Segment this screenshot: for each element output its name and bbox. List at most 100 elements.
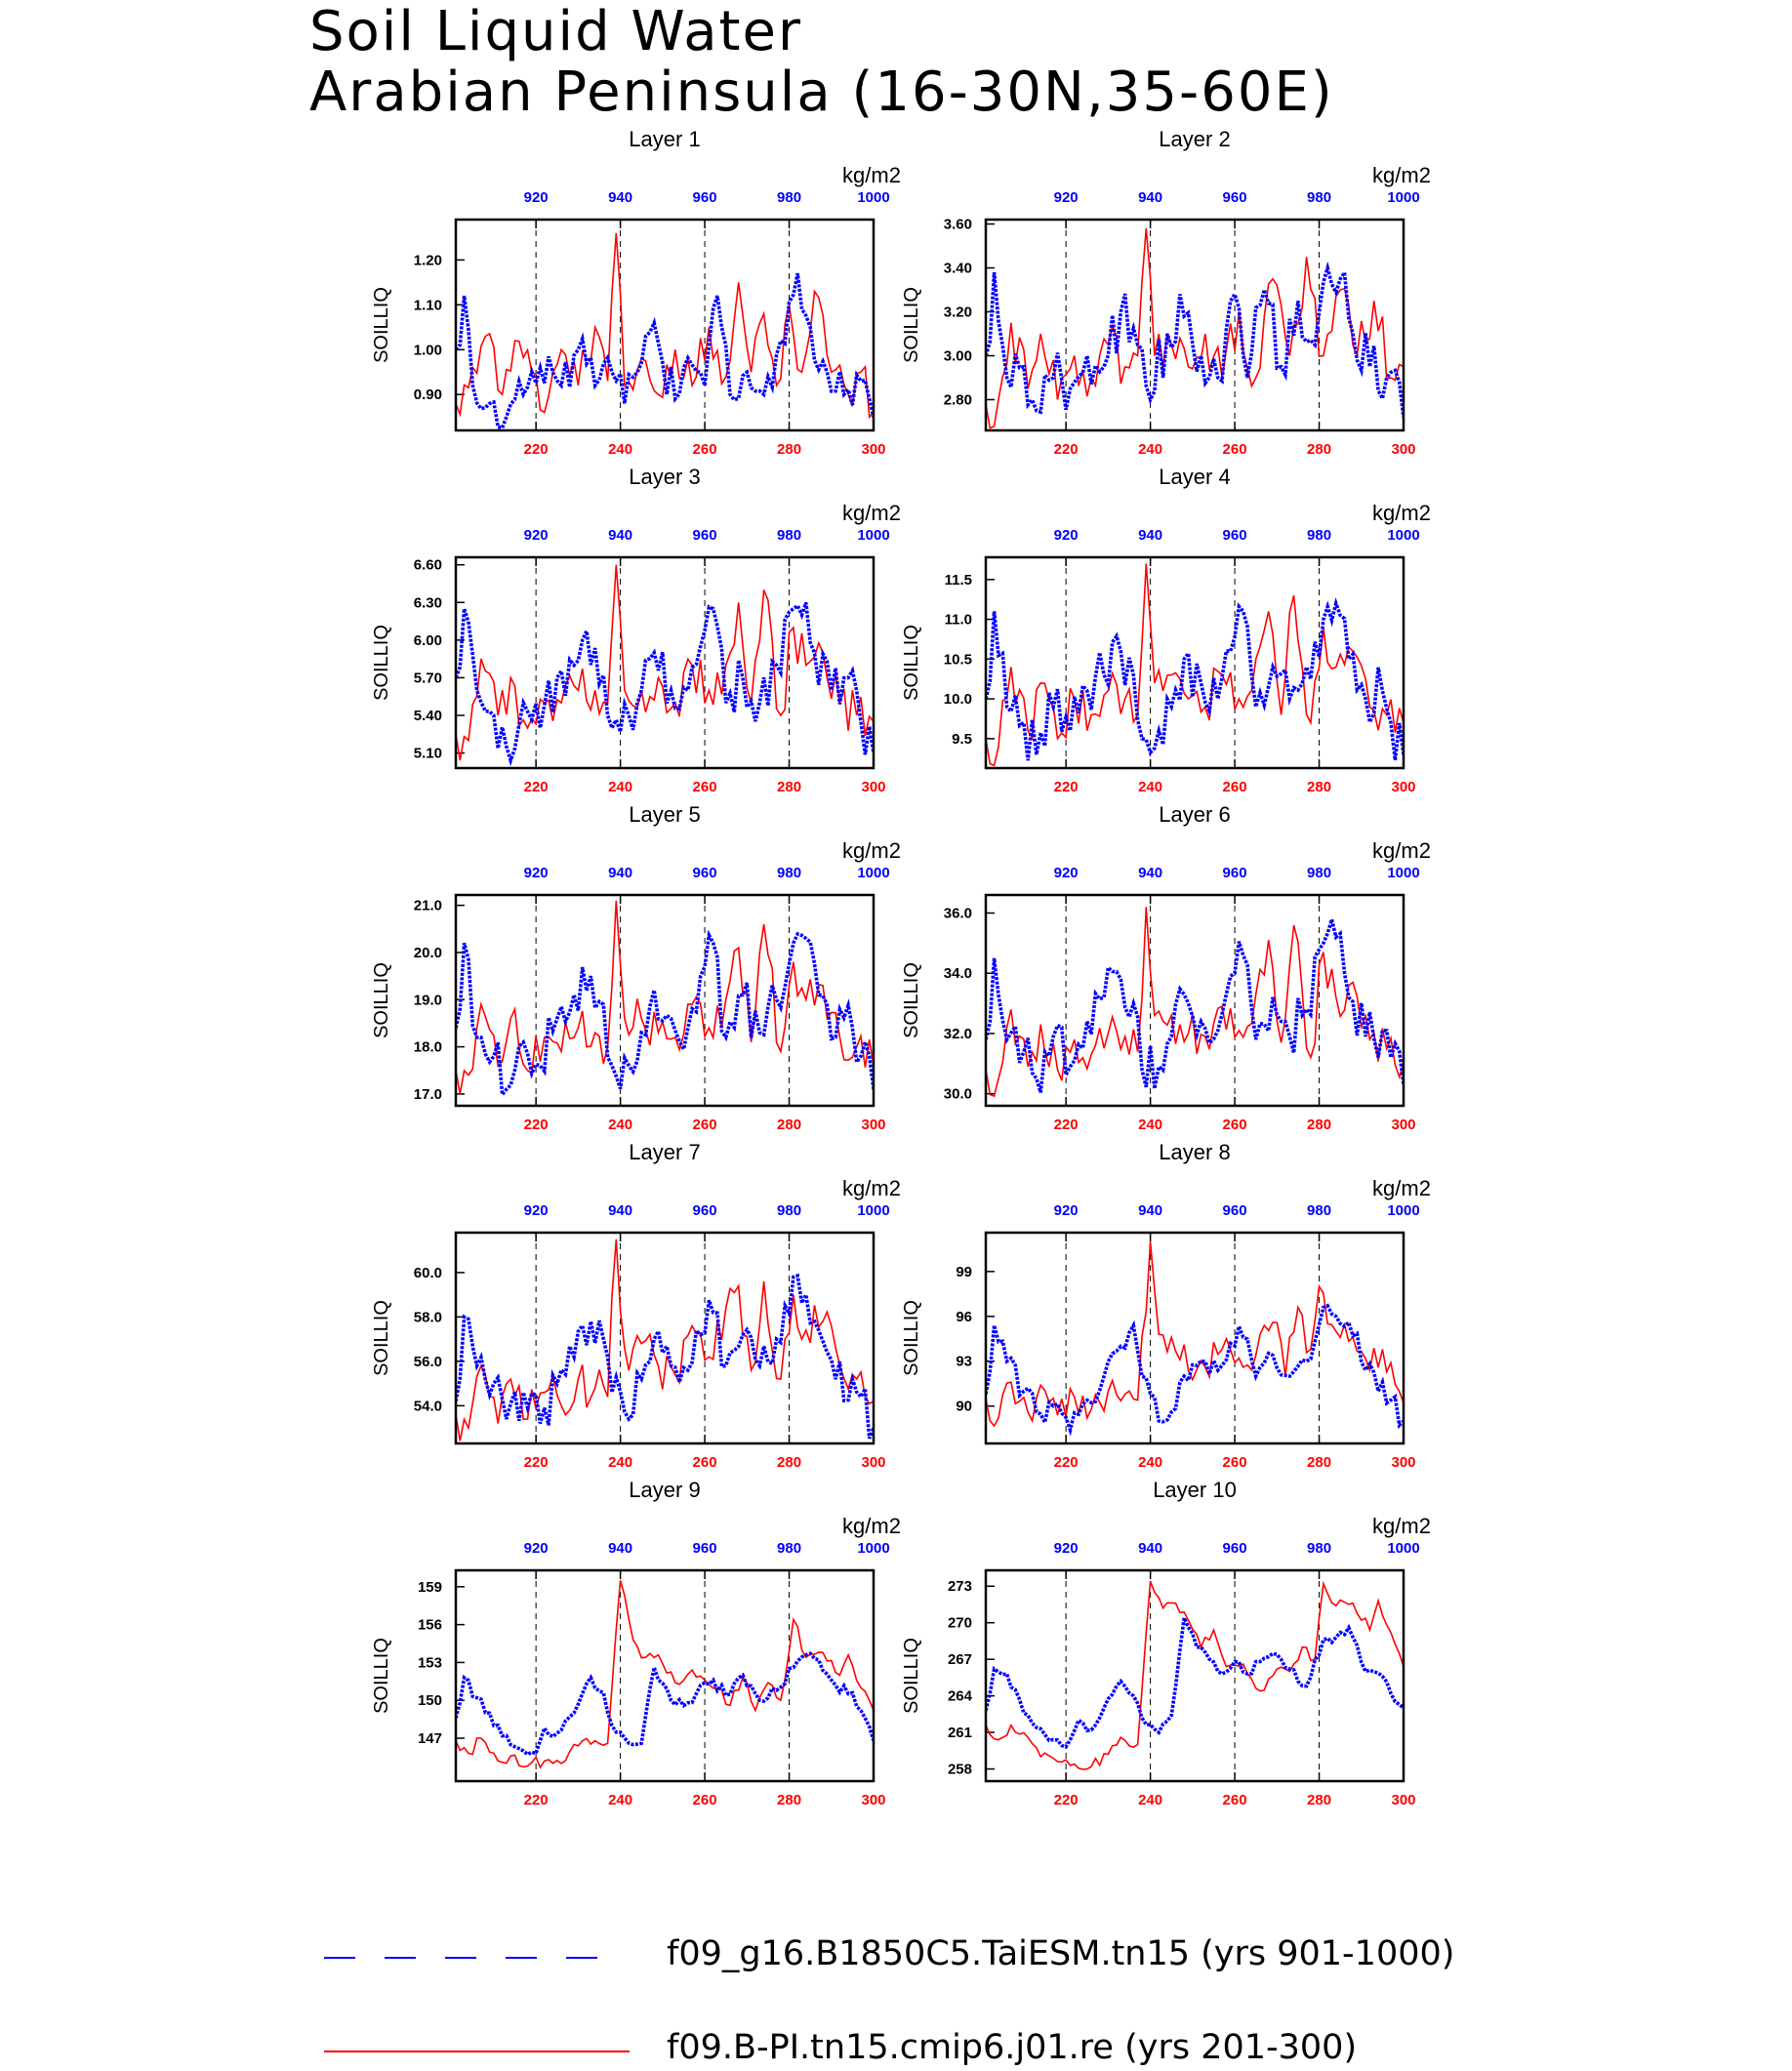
y-tick-label: 10.5 <box>944 651 972 668</box>
plot-frame <box>454 1568 876 1783</box>
x-bottom-tick-label: 280 <box>1307 441 1331 458</box>
y-tick-label: 258 <box>948 1762 972 1778</box>
y-tick-label: 30.0 <box>944 1086 972 1103</box>
x-bottom-tick-label: 240 <box>608 779 632 795</box>
x-top-tick-label: 960 <box>693 1540 717 1557</box>
panel-title: Layer 3 <box>629 465 700 489</box>
y-tick-label: 3.20 <box>944 305 972 321</box>
y-tick-label: 264 <box>948 1688 973 1705</box>
x-top-tick-label: 980 <box>1307 189 1331 206</box>
y-tick-label: 3.00 <box>944 348 972 365</box>
x-top-tick-label: 940 <box>1138 189 1162 206</box>
x-bottom-tick-label: 240 <box>1138 441 1162 458</box>
x-bottom-tick-label: 300 <box>861 1117 885 1133</box>
panel-6: Layer 6 kg/m2 SOILLIQ 30.0 32.0 34.0 36.0 220 24… <box>901 802 1431 1133</box>
x-bottom-tick-label: 240 <box>608 1454 632 1471</box>
y-tick-label: 96 <box>956 1309 972 1325</box>
x-bottom-tick-label: 240 <box>608 441 632 458</box>
x-bottom-tick-label: 260 <box>693 1792 717 1808</box>
panel-title: Layer 7 <box>629 1140 700 1164</box>
panel-title: Layer 9 <box>629 1478 700 1502</box>
unit-label: kg/m2 <box>842 501 901 525</box>
panel-2: Layer 2 kg/m2 SOILLIQ 2.80 3.00 3.20 3.40 3.60 2… <box>901 127 1431 458</box>
x-top-tick-label: 980 <box>777 189 801 206</box>
y-tick-label: 5.70 <box>414 670 442 686</box>
x-bottom-tick-label: 220 <box>524 779 549 795</box>
y-tick-label: 2.80 <box>944 392 972 409</box>
y-axis-label: SOILLIQ <box>371 287 392 363</box>
x-top-tick-label: 1000 <box>857 1202 889 1219</box>
unit-label: kg/m2 <box>1372 501 1431 525</box>
x-bottom-tick-label: 220 <box>524 1117 549 1133</box>
y-tick-label: 99 <box>956 1264 972 1280</box>
red-series-line <box>456 1239 874 1442</box>
x-bottom-tick-label: 220 <box>1054 1792 1079 1808</box>
x-top-tick-label: 980 <box>777 1540 801 1557</box>
blue-series-line <box>456 1651 874 1757</box>
x-bottom-tick-label: 280 <box>777 1454 801 1471</box>
x-top-tick-label: 1000 <box>1387 189 1419 206</box>
x-bottom-tick-label: 220 <box>1054 1117 1079 1133</box>
y-axis-label: SOILLIQ <box>371 625 392 701</box>
x-top-tick-label: 960 <box>693 1202 717 1219</box>
x-top-tick-label: 940 <box>1138 527 1162 544</box>
y-tick-label: 1.10 <box>414 297 442 313</box>
x-bottom-tick-label: 260 <box>1223 441 1247 458</box>
y-tick-label: 267 <box>948 1651 972 1668</box>
plot-frame <box>454 555 876 770</box>
y-tick-label: 19.0 <box>414 992 442 1008</box>
figure-title-line-1: Soil Liquid Water <box>309 0 802 63</box>
legend-label-red: f09.B-PI.tn15.cmip6.j01.re (yrs 201-300) <box>667 2028 1358 2067</box>
x-bottom-tick-label: 240 <box>608 1792 632 1808</box>
x-top-tick-label: 980 <box>1307 527 1331 544</box>
x-bottom-tick-label: 300 <box>1391 1454 1415 1471</box>
x-bottom-tick-label: 220 <box>524 1454 549 1471</box>
x-bottom-tick-label: 260 <box>1223 1117 1247 1133</box>
unit-label: kg/m2 <box>842 838 901 863</box>
y-axis-label: SOILLIQ <box>371 1638 392 1714</box>
panel-title: Layer 2 <box>1159 127 1230 151</box>
x-top-tick-label: 920 <box>1054 865 1079 881</box>
x-top-tick-label: 980 <box>1307 865 1331 881</box>
panel-10: Layer 10 kg/m2 SOILLIQ 258 261 264 267 270 273 22… <box>901 1478 1431 1808</box>
panel-3: Layer 3 kg/m2 SOILLIQ 5.10 5.40 5.70 6.00 6.30 6… <box>371 465 901 795</box>
blue-series-line <box>456 929 874 1100</box>
x-top-tick-label: 980 <box>777 527 801 544</box>
y-tick-label: 0.90 <box>414 386 442 403</box>
x-top-tick-label: 960 <box>693 527 717 544</box>
x-top-tick-label: 960 <box>1223 1202 1247 1219</box>
blue-series-line <box>986 913 1404 1093</box>
x-bottom-tick-label: 240 <box>1138 1792 1162 1808</box>
y-tick-label: 150 <box>418 1692 442 1709</box>
x-top-tick-label: 920 <box>524 1202 549 1219</box>
panel-title: Layer 6 <box>1159 802 1230 827</box>
y-axis-label: SOILLIQ <box>901 1300 922 1376</box>
x-top-tick-label: 980 <box>1307 1540 1331 1557</box>
panel-4: Layer 4 kg/m2 SOILLIQ 9.5 10.0 10.5 11.0 11.5 22… <box>901 465 1431 795</box>
y-tick-label: 93 <box>956 1354 972 1370</box>
x-top-tick-label: 960 <box>1223 1540 1247 1557</box>
y-tick-label: 10.0 <box>944 691 972 708</box>
y-tick-label: 11.0 <box>945 612 972 629</box>
x-top-tick-label: 1000 <box>857 189 889 206</box>
blue-series-line <box>986 1303 1404 1437</box>
x-bottom-tick-label: 240 <box>608 1117 632 1133</box>
unit-label: kg/m2 <box>1372 838 1431 863</box>
x-top-tick-label: 960 <box>1223 527 1247 544</box>
y-tick-label: 156 <box>418 1617 442 1634</box>
x-top-tick-label: 940 <box>1138 1202 1162 1219</box>
x-top-tick-label: 1000 <box>1387 1540 1419 1557</box>
x-top-tick-label: 920 <box>524 1540 549 1557</box>
y-tick-label: 261 <box>948 1725 972 1741</box>
x-bottom-tick-label: 260 <box>693 441 717 458</box>
x-top-tick-label: 940 <box>608 1540 632 1557</box>
legend-label-blue: f09_g16.B1850C5.TaiESM.tn15 (yrs 901-100… <box>667 1934 1455 1973</box>
y-tick-label: 6.30 <box>414 594 442 611</box>
blue-series-line <box>456 1273 874 1440</box>
blue-series-line <box>986 1611 1404 1750</box>
y-tick-label: 21.0 <box>414 898 442 914</box>
x-bottom-tick-label: 300 <box>861 441 885 458</box>
y-tick-label: 270 <box>948 1615 972 1632</box>
x-top-tick-label: 940 <box>1138 865 1162 881</box>
x-top-tick-label: 1000 <box>1387 1202 1419 1219</box>
